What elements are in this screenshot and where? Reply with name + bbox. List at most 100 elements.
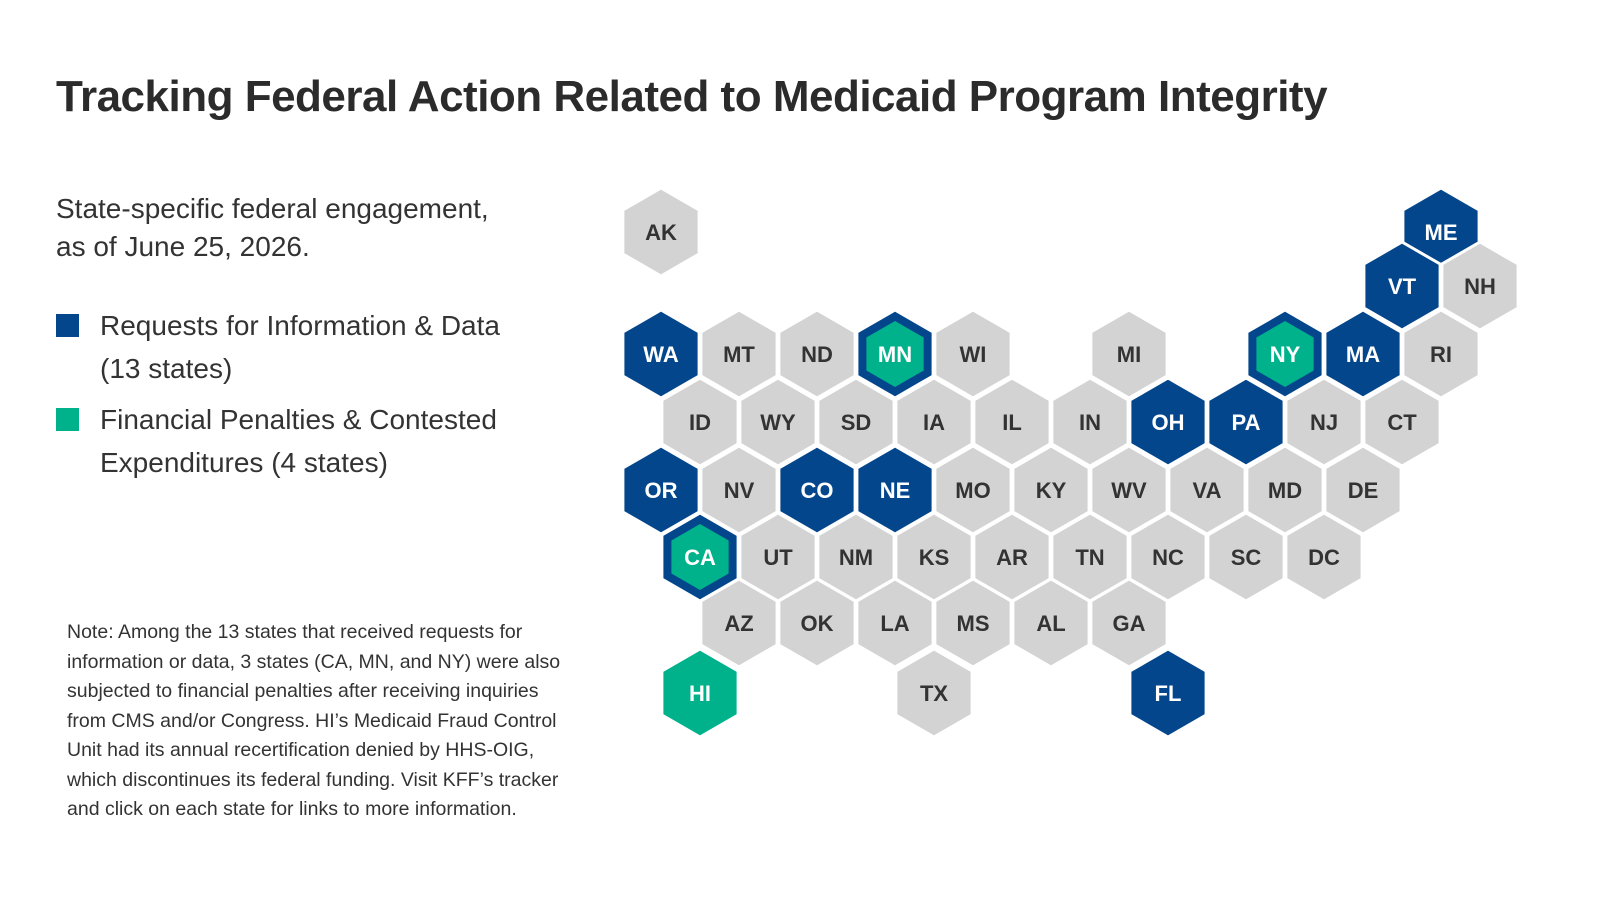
legend-item-penalties: Financial Penalties & Contested Expendit… bbox=[56, 398, 556, 484]
footnote-line: subjected to financial penalties after r… bbox=[67, 680, 539, 702]
state-tile-id[interactable]: ID bbox=[660, 376, 740, 468]
state-hex bbox=[1128, 647, 1208, 739]
footnote-line: and click on each state for links to mor… bbox=[67, 798, 517, 820]
state-tile-pa[interactable]: PA bbox=[1206, 376, 1286, 468]
state-tile-tx[interactable]: TX bbox=[894, 647, 974, 739]
state-tile-nv[interactable]: NV bbox=[699, 444, 779, 536]
state-label: NJ bbox=[1310, 410, 1338, 435]
state-label: GA bbox=[1113, 611, 1146, 636]
legend-swatch-requests bbox=[56, 314, 79, 337]
state-label: IA bbox=[923, 410, 945, 435]
state-tile-mi[interactable]: MI bbox=[1089, 308, 1169, 400]
state-tile-nh[interactable]: NH bbox=[1440, 240, 1520, 332]
state-tile-ok[interactable]: OK bbox=[777, 577, 857, 669]
state-tile-nd[interactable]: ND bbox=[777, 308, 857, 400]
state-hex bbox=[699, 308, 779, 400]
state-tile-nj[interactable]: NJ bbox=[1284, 376, 1364, 468]
state-tile-co[interactable]: CO bbox=[777, 444, 857, 536]
state-label: TX bbox=[920, 681, 948, 706]
state-tile-nc[interactable]: NC bbox=[1128, 511, 1208, 603]
state-tile-md[interactable]: MD bbox=[1245, 444, 1325, 536]
state-tile-ri[interactable]: RI bbox=[1401, 308, 1481, 400]
state-label: LA bbox=[880, 611, 909, 636]
state-label: ID bbox=[689, 410, 711, 435]
state-label: CT bbox=[1387, 410, 1417, 435]
state-tile-ne[interactable]: NE bbox=[855, 444, 935, 536]
state-tile-al[interactable]: AL bbox=[1011, 577, 1091, 669]
footnote-line: Note: Among the 13 states that received … bbox=[67, 621, 523, 643]
state-tile-il[interactable]: IL bbox=[972, 376, 1052, 468]
state-hex bbox=[621, 308, 701, 400]
state-tile-in[interactable]: IN bbox=[1050, 376, 1130, 468]
state-tile-ca[interactable]: CA bbox=[660, 511, 740, 603]
state-tile-hi[interactable]: HI bbox=[660, 647, 740, 739]
footnote-line: from CMS and/or Congress. HI’s Medicaid … bbox=[67, 709, 557, 732]
state-label: MT bbox=[723, 342, 755, 367]
state-hex bbox=[738, 376, 818, 468]
state-tile-oh[interactable]: OH bbox=[1128, 376, 1208, 468]
state-hex bbox=[777, 308, 857, 400]
state-label: NY bbox=[1270, 342, 1301, 367]
state-hex bbox=[855, 577, 935, 669]
legend-label: Requests for Information & Data bbox=[100, 310, 500, 341]
state-tile-fl[interactable]: FL bbox=[1128, 647, 1208, 739]
state-tile-nm[interactable]: NM bbox=[816, 511, 896, 603]
state-tile-sc[interactable]: SC bbox=[1206, 511, 1286, 603]
state-hex bbox=[660, 376, 740, 468]
state-tile-ga[interactable]: GA bbox=[1089, 577, 1169, 669]
state-hex bbox=[933, 577, 1013, 669]
state-tile-ny[interactable]: NY bbox=[1245, 308, 1325, 400]
state-hex bbox=[1362, 240, 1442, 332]
state-label: KS bbox=[919, 545, 950, 570]
state-label: VA bbox=[1193, 478, 1222, 503]
state-tile-va[interactable]: VA bbox=[1167, 444, 1247, 536]
state-tile-ma[interactable]: MA bbox=[1323, 308, 1403, 400]
state-label: HI bbox=[689, 681, 711, 706]
state-tile-mo[interactable]: MO bbox=[933, 444, 1013, 536]
state-label: VT bbox=[1388, 274, 1417, 299]
state-label: OR bbox=[645, 478, 678, 503]
state-tile-wv[interactable]: WV bbox=[1089, 444, 1169, 536]
state-label: KY bbox=[1036, 478, 1067, 503]
state-label: WV bbox=[1111, 478, 1147, 503]
state-label: MN bbox=[878, 342, 912, 367]
state-label: OK bbox=[801, 611, 834, 636]
state-tile-la[interactable]: LA bbox=[855, 577, 935, 669]
state-tile-ia[interactable]: IA bbox=[894, 376, 974, 468]
state-tile-mt[interactable]: MT bbox=[699, 308, 779, 400]
legend-swatch-penalties bbox=[56, 408, 79, 431]
state-label: AK bbox=[645, 220, 677, 245]
state-tile-sd[interactable]: SD bbox=[816, 376, 896, 468]
footnote: Note: Among the 13 states that received … bbox=[67, 618, 577, 825]
state-hex bbox=[1011, 577, 1091, 669]
state-tile-dc[interactable]: DC bbox=[1284, 511, 1364, 603]
state-hex bbox=[660, 647, 740, 739]
state-hex bbox=[1128, 376, 1208, 468]
state-tile-tn[interactable]: TN bbox=[1050, 511, 1130, 603]
state-hex bbox=[972, 376, 1052, 468]
state-tile-ak[interactable]: AK bbox=[621, 186, 701, 278]
state-label: ND bbox=[801, 342, 833, 367]
state-tile-az[interactable]: AZ bbox=[699, 577, 779, 669]
state-hex bbox=[816, 376, 896, 468]
state-label: PA bbox=[1232, 410, 1261, 435]
subtitle-line: as of June 25, 2026. bbox=[56, 231, 310, 262]
state-tile-wa[interactable]: WA bbox=[621, 308, 701, 400]
state-label: RI bbox=[1430, 342, 1452, 367]
state-hex bbox=[1284, 511, 1364, 603]
state-label: DC bbox=[1308, 545, 1340, 570]
state-label: SC bbox=[1231, 545, 1262, 570]
state-tile-ms[interactable]: MS bbox=[933, 577, 1013, 669]
state-label: WI bbox=[960, 342, 987, 367]
state-label: AL bbox=[1036, 611, 1065, 636]
state-tile-wi[interactable]: WI bbox=[933, 308, 1013, 400]
state-label: FL bbox=[1155, 681, 1182, 706]
state-hex bbox=[699, 577, 779, 669]
state-tile-wy[interactable]: WY bbox=[738, 376, 818, 468]
state-tile-vt[interactable]: VT bbox=[1362, 240, 1442, 332]
state-tile-ct[interactable]: CT bbox=[1362, 376, 1442, 468]
legend: Requests for Information & Data (13 stat… bbox=[56, 304, 556, 492]
state-tile-mn[interactable]: MN bbox=[855, 308, 935, 400]
state-label: MS bbox=[957, 611, 990, 636]
